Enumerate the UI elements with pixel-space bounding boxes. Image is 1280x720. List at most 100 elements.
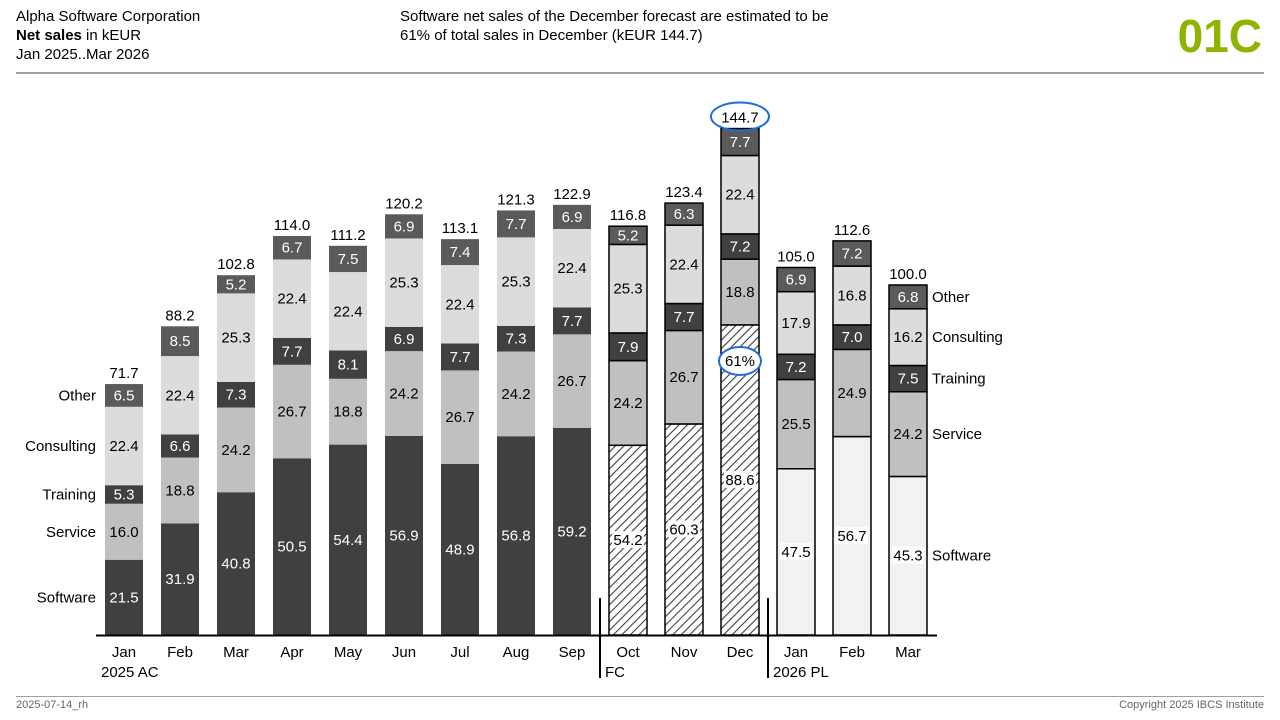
- value-label-service-jan-12: 25.5: [781, 416, 810, 433]
- value-label-consulting-apr-3: 22.4: [277, 291, 306, 308]
- value-label-service-mar-2: 24.2: [221, 442, 250, 459]
- period-label-2026-pl: 2026 PL: [773, 664, 829, 681]
- value-label-other-feb-1: 8.5: [170, 333, 191, 350]
- x-tick-label-aug-7: Aug: [503, 644, 530, 661]
- bar-service-nov-10: [664, 329, 704, 425]
- value-label-other-aug-7: 7.7: [506, 216, 527, 233]
- value-label-consulting-dec-11: 22.4: [725, 187, 754, 204]
- value-label-training-dec-11: 7.2: [730, 239, 751, 256]
- bar-other-apr-3: [273, 236, 311, 260]
- bar-other-feb-13: [832, 240, 872, 267]
- value-label-consulting-nov-10: 22.4: [669, 256, 698, 273]
- value-label-training-jan-0: 5.3: [114, 486, 135, 503]
- bar-other-oct-9: [608, 225, 648, 246]
- total-label-may-4: 111.2: [330, 227, 365, 244]
- bar-training-aug-7: [497, 325, 535, 352]
- x-tick-label-mar-14: Mar: [895, 644, 921, 661]
- value-label-consulting-mar-14: 16.2: [893, 329, 922, 346]
- bar-other-mar-2: [217, 275, 255, 294]
- bar-training-nov-10: [664, 302, 704, 332]
- bar-consulting-sep-8: [553, 229, 591, 308]
- bar-service-jul-6: [441, 370, 479, 464]
- value-label-service-dec-11: 18.8: [725, 284, 754, 301]
- total-label-sep-8: 122.9: [553, 186, 591, 203]
- value-label-other-oct-9: 5.2: [618, 227, 639, 244]
- value-label-service-mar-14: 24.2: [893, 426, 922, 443]
- period-label-fc: FC: [605, 664, 625, 681]
- x-tick-label-oct-9: Oct: [616, 644, 640, 661]
- x-tick-label-jul-6: Jul: [450, 644, 469, 661]
- bar-consulting-aug-7: [497, 237, 535, 326]
- bar-software-aug-7: [497, 436, 535, 635]
- x-tick-label-jan-12: Jan: [784, 644, 808, 661]
- value-label-training-aug-7: 7.3: [506, 331, 527, 348]
- label-bg-software-dec-11: [724, 470, 756, 488]
- value-label-other-jul-6: 7.4: [450, 244, 471, 261]
- value-label-software-mar-14: 45.3: [893, 548, 922, 565]
- legend-left-software: Software: [37, 589, 96, 606]
- value-label-other-mar-14: 6.8: [898, 289, 919, 306]
- value-label-consulting-feb-13: 16.8: [837, 288, 866, 305]
- x-tick-label-dec-11: Dec: [727, 644, 754, 661]
- bar-training-sep-8: [553, 307, 591, 335]
- total-label-feb-1: 88.2: [165, 307, 194, 324]
- measure-name: Net sales: [16, 27, 82, 44]
- x-tick-label-feb-13: Feb: [839, 644, 865, 661]
- bar-other-jul-6: [441, 239, 479, 266]
- total-label-jan-0: 71.7: [109, 365, 138, 382]
- bar-software-jan-0: [105, 559, 143, 635]
- value-label-consulting-jan-12: 17.9: [781, 315, 810, 332]
- value-label-consulting-jul-6: 22.4: [445, 296, 474, 313]
- value-label-software-jun-5: 56.9: [389, 527, 418, 544]
- bar-training-oct-9: [608, 332, 648, 362]
- total-label-mar-14: 100.0: [889, 266, 927, 283]
- value-label-service-may-4: 18.8: [333, 404, 362, 421]
- value-label-training-nov-10: 7.7: [674, 309, 695, 326]
- value-label-training-jan-12: 7.2: [786, 359, 807, 376]
- x-tick-label-mar-2: Mar: [223, 644, 249, 661]
- bar-other-mar-14: [888, 284, 928, 310]
- value-label-service-apr-3: 26.7: [277, 404, 306, 421]
- x-tick-label-sep-8: Sep: [559, 644, 586, 661]
- bar-consulting-mar-2: [217, 293, 255, 382]
- value-label-consulting-aug-7: 25.3: [501, 274, 530, 291]
- value-label-training-feb-1: 6.6: [170, 438, 191, 455]
- message: Software net sales of the December forec…: [400, 7, 829, 45]
- value-label-consulting-may-4: 22.4: [333, 303, 362, 320]
- x-tick-label-jan-0: Jan: [112, 644, 136, 661]
- bar-service-jan-0: [105, 503, 143, 560]
- bar-service-apr-3: [273, 364, 311, 459]
- bar-other-aug-7: [497, 210, 535, 238]
- value-label-training-mar-2: 7.3: [226, 387, 247, 404]
- legend-left-consulting: Consulting: [25, 438, 96, 455]
- bar-other-jan-12: [776, 266, 816, 293]
- bar-training-may-4: [329, 350, 367, 379]
- label-bg-software-mar-14: [892, 546, 924, 564]
- value-label-software-nov-10: 60.3: [669, 521, 698, 538]
- value-label-consulting-jun-5: 25.3: [389, 275, 418, 292]
- value-label-software-jul-6: 48.9: [445, 541, 474, 558]
- x-tick-label-may-4: May: [334, 644, 363, 661]
- measure: Net sales in kEUR: [16, 26, 200, 45]
- value-label-other-jan-12: 6.9: [786, 272, 807, 289]
- bar-consulting-dec-11: [720, 154, 760, 235]
- value-label-software-jan-0: 21.5: [109, 589, 138, 606]
- chart-header: Alpha Software Corporation Net sales in …: [16, 7, 200, 64]
- label-bg-software-jan-12: [780, 542, 812, 560]
- value-label-training-may-4: 8.1: [338, 357, 359, 374]
- header-rule: [16, 72, 1264, 74]
- value-label-other-jun-5: 6.9: [394, 218, 415, 235]
- legend-right-training: Training: [932, 371, 986, 388]
- bar-software-feb-1: [161, 523, 199, 635]
- value-label-software-feb-13: 56.7: [837, 528, 866, 545]
- legend-right-software: Software: [932, 548, 991, 565]
- value-label-training-jul-6: 7.7: [450, 349, 471, 366]
- bar-training-jun-5: [385, 327, 423, 352]
- bar-consulting-mar-14: [888, 308, 928, 367]
- total-label-jul-6: 113.1: [442, 220, 478, 237]
- value-label-software-feb-1: 31.9: [165, 571, 194, 588]
- bar-training-jan-0: [105, 485, 143, 504]
- value-label-other-dec-11: 7.7: [730, 134, 751, 151]
- value-label-service-oct-9: 24.2: [613, 395, 642, 412]
